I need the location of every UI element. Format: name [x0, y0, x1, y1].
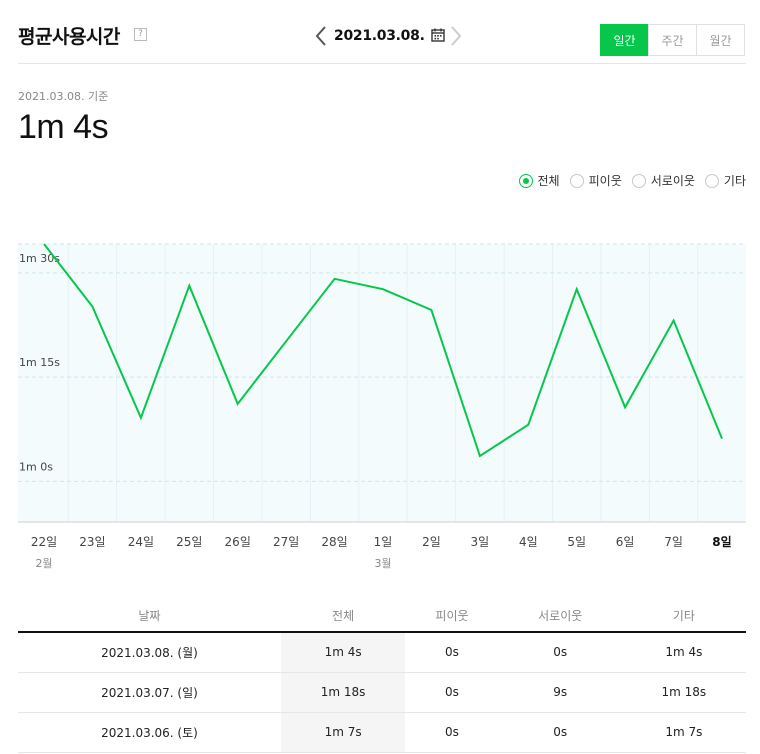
cell-total: 1m 7s [280, 712, 406, 753]
table-header-row: 날짜 전체 피이웃 서로이웃 기타 [18, 600, 746, 633]
y-tick-label: 1m 30s [19, 252, 60, 265]
x-tick-label: 25일 [176, 535, 202, 549]
cell-total: 1m 4s [280, 632, 406, 673]
x-tick-label: 24일 [128, 535, 154, 549]
cell-neighbor: 0s [405, 712, 499, 753]
x-tick-label: 26일 [225, 535, 251, 549]
chevron-left-icon [315, 26, 326, 46]
col-other: 기타 [621, 600, 746, 633]
filter-all[interactable]: 전체 [518, 172, 560, 189]
tab-daily[interactable]: 일간 [600, 24, 649, 56]
cell-total: 1m 18s [280, 672, 406, 713]
prev-date-button[interactable] [312, 22, 330, 50]
y-tick-label: 1m 15s [19, 356, 60, 369]
period-tabs: 일간 주간 월간 [600, 24, 745, 56]
x-tick-label: 2일 [422, 535, 441, 549]
radio-icon [704, 173, 719, 188]
filter-neighbor-label: 피이웃 [588, 174, 622, 188]
next-date-button[interactable] [447, 22, 465, 50]
x-tick-label: 3일 [471, 535, 490, 549]
table-row: 2021.03.06. (토) 1m 7s 0s 0s 1m 7s [18, 712, 746, 753]
col-date: 날짜 [18, 600, 281, 633]
x-tick-label: 8일 [712, 535, 731, 549]
cell-date: 2021.03.06. (토) [18, 712, 281, 753]
radio-icon [518, 173, 533, 188]
filter-mutual-label: 서로이웃 [650, 174, 695, 188]
y-tick-label: 1m 0s [19, 460, 53, 473]
x-tick-label: 1일 [374, 535, 393, 549]
x-tick-label: 27일 [273, 535, 299, 549]
help-icon[interactable]: ? [134, 28, 147, 41]
x-tick-label: 5일 [567, 535, 586, 549]
usage-line-chart: 1m 30s 1m 15s 1m 0s 22일 23일 24일 25일 26일 27일 28일 1일… [18, 243, 746, 570]
month-label: 3월 [374, 557, 391, 570]
average-time-value: 1m 4s [18, 108, 109, 146]
radio-icon [631, 173, 646, 188]
calendar-icon[interactable] [430, 27, 445, 46]
filter-mutual[interactable]: 서로이웃 [631, 172, 695, 189]
col-total: 전체 [280, 600, 406, 633]
cell-other: 1m 4s [621, 632, 746, 673]
series-line [43, 243, 723, 458]
chevron-right-icon [450, 26, 461, 46]
cell-neighbor: 0s [405, 672, 499, 713]
tab-monthly[interactable]: 월간 [696, 24, 745, 56]
filter-other-label: 기타 [723, 174, 746, 188]
cell-date: 2021.03.07. (일) [18, 672, 281, 713]
filter-all-label: 전체 [537, 174, 560, 188]
x-tick-label: 6일 [616, 535, 635, 549]
filter-other[interactable]: 기타 [704, 172, 746, 189]
cell-mutual: 9s [498, 672, 622, 713]
audience-filter: 전체 피이웃 서로이웃 기타 [518, 172, 746, 189]
plot-background [18, 244, 746, 522]
current-date: 2021.03.08. [334, 28, 425, 44]
x-tick-label: 7일 [664, 535, 683, 549]
x-tick-label: 23일 [79, 535, 105, 549]
cell-mutual: 0s [498, 712, 622, 753]
table-row: 2021.03.08. (월) 1m 4s 0s 0s 1m 4s [18, 632, 746, 673]
col-neighbor: 피이웃 [405, 600, 499, 633]
cell-date: 2021.03.08. (월) [18, 632, 281, 673]
cell-mutual: 0s [498, 632, 622, 673]
filter-neighbor[interactable]: 피이웃 [569, 172, 622, 189]
cell-other: 1m 18s [621, 672, 746, 713]
table-row: 2021.03.07. (일) 1m 18s 0s 9s 1m 18s [18, 672, 746, 713]
page-title: 평균사용시간 [18, 26, 120, 48]
radio-icon [569, 173, 584, 188]
header-divider [18, 63, 746, 64]
cell-other: 1m 7s [621, 712, 746, 753]
col-mutual: 서로이웃 [498, 600, 622, 633]
month-label: 2월 [35, 557, 52, 570]
basis-date-label: 2021.03.08. 기준 [18, 90, 109, 103]
x-tick-label: 28일 [321, 535, 347, 549]
usage-table: 날짜 전체 피이웃 서로이웃 기타 2021.03.08. (월) 1m 4s … [18, 600, 746, 753]
cell-neighbor: 0s [405, 632, 499, 673]
date-navigator: 2021.03.08. [312, 22, 465, 50]
tab-weekly[interactable]: 주간 [648, 24, 697, 56]
x-tick-label: 22일 [31, 535, 57, 549]
x-tick-label: 4일 [519, 535, 538, 549]
